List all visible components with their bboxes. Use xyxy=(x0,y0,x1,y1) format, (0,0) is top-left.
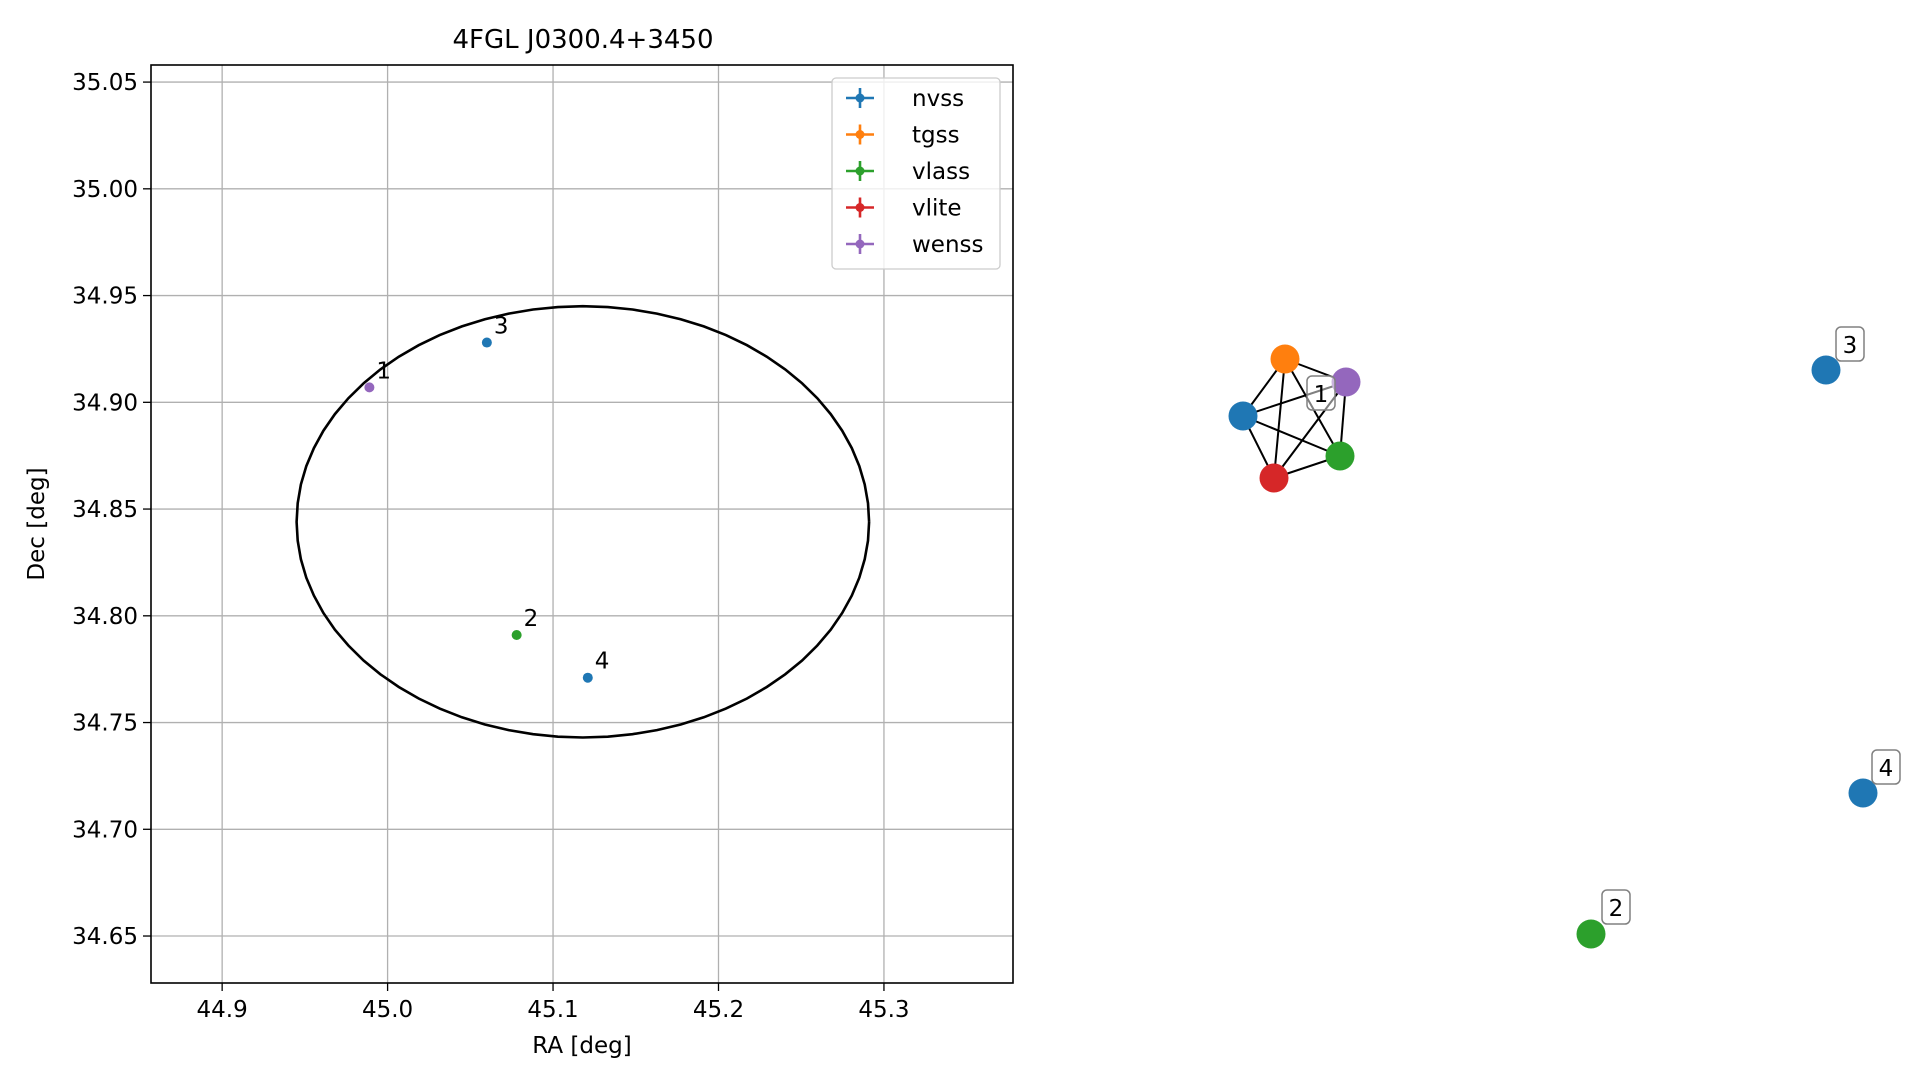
y-tick-label: 34.85 xyxy=(72,497,138,523)
network-edge xyxy=(1273,358,1286,479)
point-label: 2 xyxy=(524,606,539,632)
legend-marker-dot xyxy=(855,130,865,139)
y-tick-label: 34.80 xyxy=(72,604,138,630)
x-tick-label: 45.0 xyxy=(362,997,413,1023)
network-node-tgss xyxy=(1270,344,1300,374)
legend-entry-vlite: vlite xyxy=(846,196,962,222)
legend-marker-dot xyxy=(855,93,865,103)
legend-label: vlass xyxy=(912,159,970,185)
network-graph: 1 3 4 2 xyxy=(1228,326,1901,949)
legend-label: wenss xyxy=(912,232,984,258)
y-tick-label: 34.95 xyxy=(72,284,138,310)
label-text: 4 xyxy=(1879,756,1894,782)
label-text: 2 xyxy=(1609,896,1624,922)
legend-box xyxy=(831,77,1001,270)
network-cluster-label: 2 xyxy=(1601,889,1631,925)
legend-entry-nvss: nvss xyxy=(846,86,964,112)
network-node-wenss xyxy=(1331,367,1361,397)
point-label: 1 xyxy=(376,358,391,384)
legend-label: nvss xyxy=(912,86,964,112)
plot-frame xyxy=(150,64,1014,984)
legend: nvss tgss vlass vlite wenss xyxy=(831,77,1001,270)
y-tick-label: 34.90 xyxy=(72,390,138,416)
legend-label: vlite xyxy=(912,196,962,222)
x-axis-label: RA [deg] xyxy=(532,1033,631,1059)
y-tick-label: 34.65 xyxy=(72,924,138,950)
label-box xyxy=(1601,889,1631,925)
network-node-vlass-a xyxy=(1325,441,1355,471)
data-point-vlass xyxy=(511,630,522,641)
legend-label: tgss xyxy=(912,123,960,149)
data-points: 3 4 2 1 xyxy=(364,314,609,683)
x-tick-label: 45.1 xyxy=(527,997,578,1023)
y-tick-label: 35.05 xyxy=(72,70,138,96)
network-node-nvss-4 xyxy=(1848,778,1878,808)
point-label: 3 xyxy=(494,314,509,340)
network-cluster-label: 3 xyxy=(1835,326,1865,362)
legend-entry-vlass: vlass xyxy=(846,159,970,185)
label-box xyxy=(1306,375,1336,411)
y-tick-label: 34.75 xyxy=(72,711,138,737)
data-point-nvss xyxy=(481,337,492,348)
y-axis-label: Dec [deg] xyxy=(24,467,50,580)
x-axis-ticks: 44.9 45.0 45.1 45.2 45.3 xyxy=(197,983,910,1023)
network-cluster-label: 1 xyxy=(1306,375,1336,411)
y-tick-label: 34.70 xyxy=(72,817,138,843)
network-labels: 1 3 4 2 xyxy=(1306,326,1901,925)
label-box xyxy=(1871,749,1901,785)
x-tick-label: 44.9 xyxy=(197,997,248,1023)
label-text: 3 xyxy=(1843,333,1858,359)
network-node-vlass-2 xyxy=(1576,919,1606,949)
x-tick-label: 45.2 xyxy=(693,997,744,1023)
network-edge xyxy=(1242,415,1341,457)
data-point-nvss xyxy=(582,672,593,683)
ellipse-outline xyxy=(295,304,871,739)
y-tick-label: 35.00 xyxy=(72,177,138,203)
legend-marker-dot xyxy=(855,239,865,249)
legend-marker-dot xyxy=(855,203,865,212)
label-box xyxy=(1835,326,1865,362)
network-node-nvss-3 xyxy=(1811,355,1841,385)
network-cluster-label: 4 xyxy=(1871,749,1901,785)
data-point-wenss xyxy=(364,382,375,393)
legend-entry-tgss: tgss xyxy=(846,123,960,149)
chart-title: 4FGL J0300.4+3450 xyxy=(453,25,714,55)
x-tick-label: 45.3 xyxy=(858,997,909,1023)
network-nodes xyxy=(1228,344,1878,949)
network-node-vlite xyxy=(1259,463,1289,493)
legend-marker-dot xyxy=(855,166,865,176)
y-axis-ticks: 34.65 34.70 34.75 34.80 34.85 34.90 34.95 35.00… xyxy=(72,70,151,950)
uncertainty-ellipse xyxy=(295,304,871,739)
label-text: 1 xyxy=(1314,382,1329,408)
network-node-nvss-a xyxy=(1228,401,1258,431)
point-label: 4 xyxy=(595,649,610,675)
legend-entry-wenss: wenss xyxy=(846,232,984,258)
